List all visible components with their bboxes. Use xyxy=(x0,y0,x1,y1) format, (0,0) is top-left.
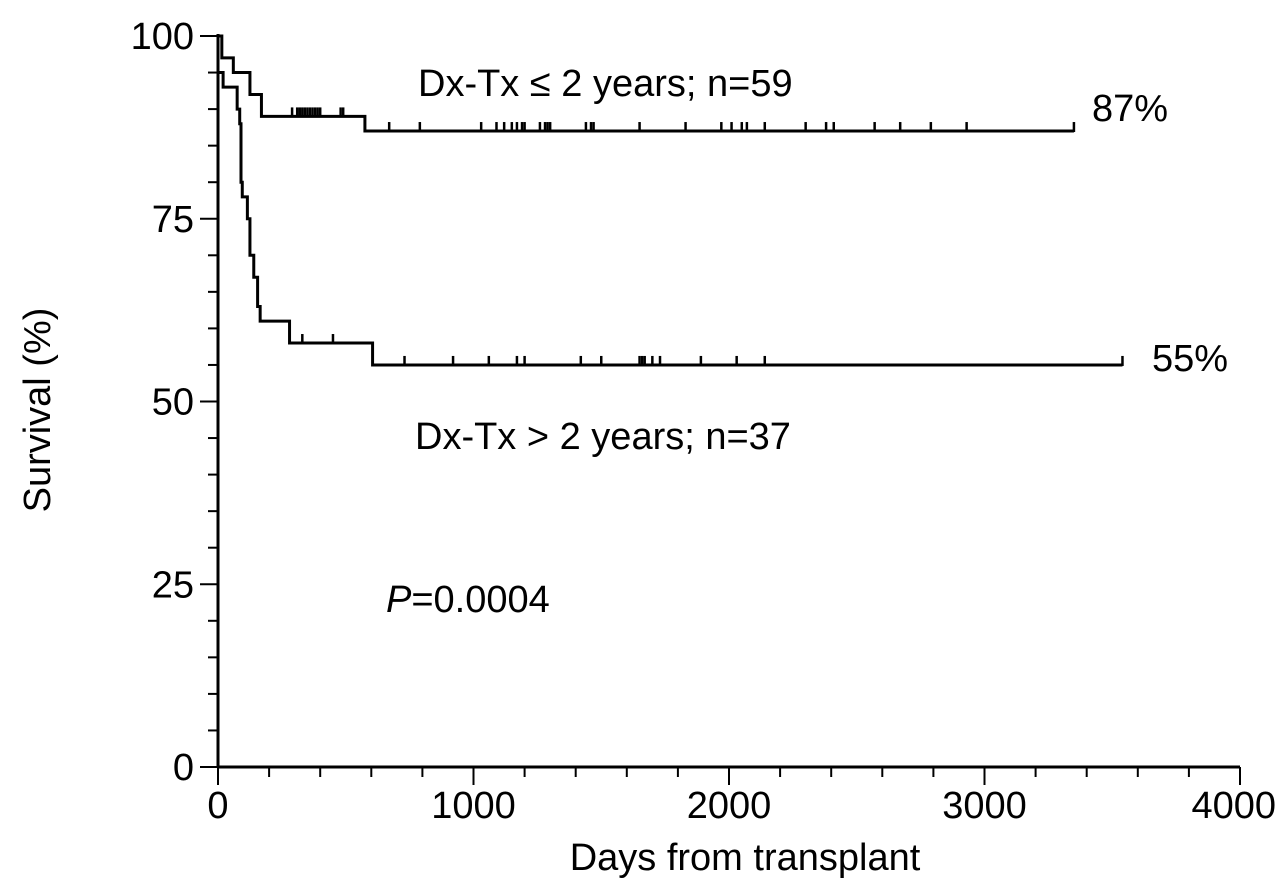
p-value-symbol: P xyxy=(386,579,412,621)
y-axis-title: Survival (%) xyxy=(17,308,59,513)
survival-curve xyxy=(218,71,1123,367)
series-2 xyxy=(218,71,1124,367)
series-label: Dx-Tx ≤ 2 years; n=59 xyxy=(418,63,793,105)
y-tick-label: 50 xyxy=(152,382,194,424)
y-tick-label: 100 xyxy=(131,16,194,58)
series-1 xyxy=(218,34,1076,133)
series-end-label: 87% xyxy=(1092,88,1168,130)
x-tick-label: 4000 xyxy=(1191,785,1276,827)
series-end-label: 55% xyxy=(1152,338,1228,380)
p-value-annotation: P=0.0004 xyxy=(386,579,550,621)
x-tick-label: 1000 xyxy=(431,785,516,827)
x-tick-label: 2000 xyxy=(687,785,772,827)
y-tick-label: 25 xyxy=(152,564,194,606)
x-tick-label: 3000 xyxy=(942,785,1027,827)
survival-curve xyxy=(218,34,1074,133)
p-value-text: =0.0004 xyxy=(411,579,549,621)
x-tick-label: 0 xyxy=(207,785,228,827)
series-label: Dx-Tx > 2 years; n=37 xyxy=(415,416,791,458)
series-layer xyxy=(218,34,1124,367)
y-tick-label: 75 xyxy=(152,199,194,241)
labels-layer: Dx-Tx ≤ 2 years; n=59 87% Dx-Tx > 2 years;… xyxy=(386,63,1228,621)
x-axis-title: Days from transplant xyxy=(570,837,921,879)
y-tick-label: 0 xyxy=(173,747,194,789)
